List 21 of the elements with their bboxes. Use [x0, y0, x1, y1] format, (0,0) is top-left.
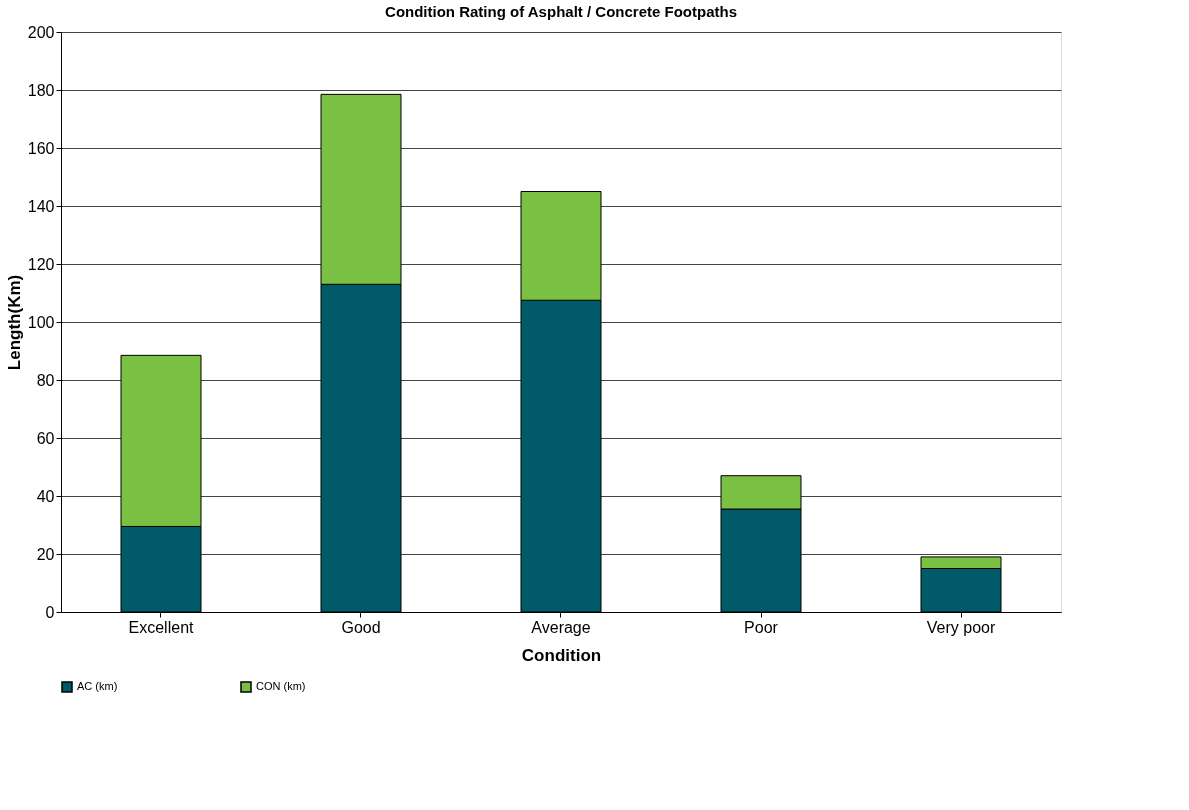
y-tick-label: 120	[27, 255, 55, 273]
y-tick-label: 140	[27, 197, 55, 215]
x-tick-label: Good	[341, 618, 381, 636]
y-tick-label: 60	[36, 429, 55, 447]
x-tick-label: Poor	[744, 618, 779, 636]
y-tick-label: 40	[36, 487, 55, 505]
y-tick-label: 0	[45, 603, 55, 621]
y-tick-label: 20	[36, 545, 55, 563]
legend-label: CON (km)	[256, 680, 306, 692]
y-tick-label: 200	[27, 23, 55, 41]
x-tick-label: Average	[531, 618, 591, 636]
chart-title: Condition Rating of Asphalt / Concrete Footpaths	[385, 3, 737, 20]
x-tick-label: Excellent	[128, 618, 195, 636]
x-axis-title: Condition	[521, 645, 602, 665]
y-axis-title: Length(Km)	[4, 274, 24, 371]
y-tick-label: 100	[27, 313, 55, 331]
y-tick-label: 80	[36, 371, 55, 389]
y-tick-label: 160	[27, 139, 55, 157]
legend-label: AC (km)	[77, 680, 118, 692]
y-tick-label: 180	[27, 81, 55, 99]
x-tick-label: Very poor	[926, 618, 996, 636]
